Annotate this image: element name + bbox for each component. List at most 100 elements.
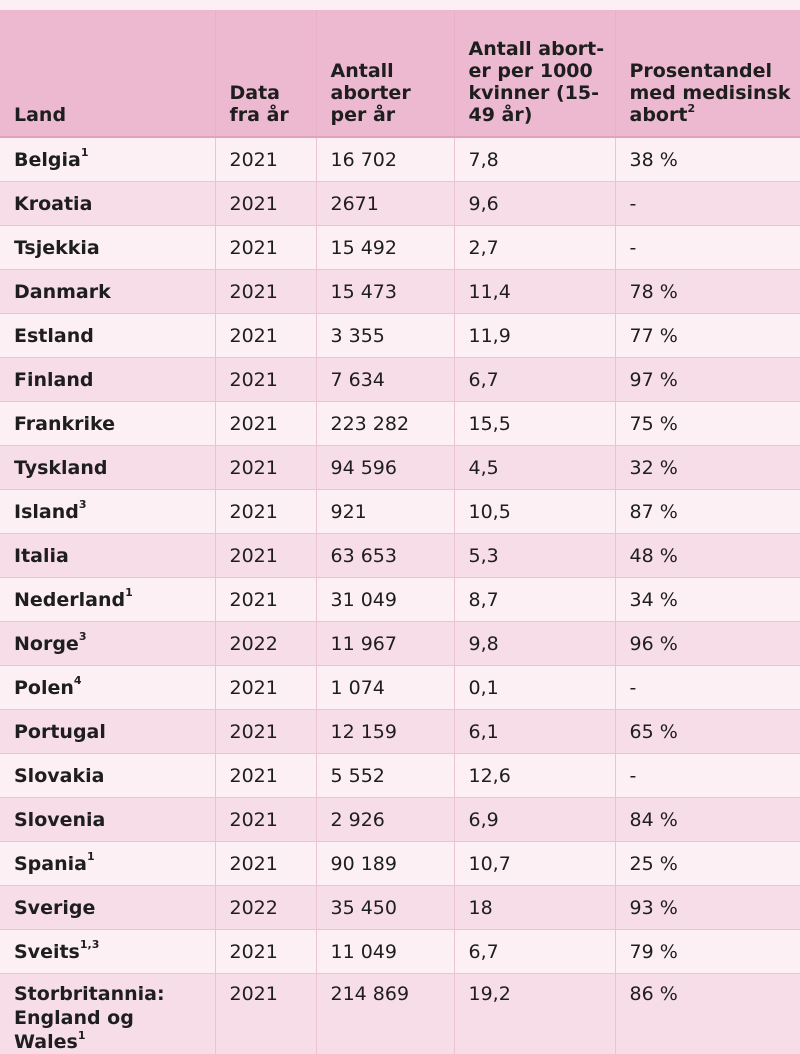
- land-name: Spania: [14, 853, 87, 875]
- cell-medical: 25 %: [615, 842, 800, 886]
- cell-rate: 10,7: [454, 842, 615, 886]
- land-footnote: 1: [125, 586, 133, 599]
- cell-count: 5 552: [316, 754, 454, 798]
- cell-year: 2021: [215, 754, 316, 798]
- cell-rate: 0,1: [454, 666, 615, 710]
- land-footnote: 4: [74, 674, 82, 687]
- abortion-stats-table: Land Data fra år Antall aborter per år A…: [0, 10, 800, 1054]
- cell-year: 2021: [215, 182, 316, 226]
- header-medical-text: Prosentandel med medisinsk abort: [630, 60, 791, 126]
- cell-medical: -: [615, 226, 800, 270]
- cell-count: 12 159: [316, 710, 454, 754]
- land-footnote: 1,3: [80, 938, 100, 951]
- land-name: Polen: [14, 677, 74, 699]
- cell-land: Storbritannia: England og Wales1: [0, 974, 215, 1054]
- land-name: Danmark: [14, 281, 111, 303]
- cell-year: 2021: [215, 270, 316, 314]
- land-name: Norge: [14, 633, 79, 655]
- cell-medical: 38 %: [615, 137, 800, 182]
- cell-medical: 79 %: [615, 930, 800, 974]
- cell-year: 2021: [215, 402, 316, 446]
- cell-rate: 12,6: [454, 754, 615, 798]
- cell-medical: -: [615, 182, 800, 226]
- cell-medical: 75 %: [615, 402, 800, 446]
- cell-year: 2022: [215, 886, 316, 930]
- cell-count: 35 450: [316, 886, 454, 930]
- cell-medical: 84 %: [615, 798, 800, 842]
- cell-count: 16 702: [316, 137, 454, 182]
- cell-rate: 8,7: [454, 578, 615, 622]
- cell-medical: 77 %: [615, 314, 800, 358]
- header-medical-footnote: 2: [687, 102, 695, 115]
- cell-rate: 10,5: [454, 490, 615, 534]
- cell-year: 2021: [215, 798, 316, 842]
- land-footnote: 3: [79, 630, 87, 643]
- cell-count: 94 596: [316, 446, 454, 490]
- cell-medical: 65 %: [615, 710, 800, 754]
- cell-year: 2021: [215, 974, 316, 1054]
- cell-medical: 97 %: [615, 358, 800, 402]
- land-name: Slovakia: [14, 765, 104, 787]
- cell-medical: -: [615, 754, 800, 798]
- cell-count: 15 492: [316, 226, 454, 270]
- cell-land: Danmark: [0, 270, 215, 314]
- cell-rate: 6,7: [454, 358, 615, 402]
- cell-rate: 11,9: [454, 314, 615, 358]
- land-name: Sveits: [14, 941, 80, 963]
- land-name: Kroatia: [14, 193, 92, 215]
- cell-medical: 32 %: [615, 446, 800, 490]
- cell-year: 2021: [215, 666, 316, 710]
- cell-medical: 78 %: [615, 270, 800, 314]
- land-name: Slovenia: [14, 809, 105, 831]
- land-footnote: 1: [81, 146, 89, 159]
- land-name: Tsjekkia: [14, 237, 100, 259]
- cell-rate: 2,7: [454, 226, 615, 270]
- cell-year: 2021: [215, 842, 316, 886]
- cell-medical: 34 %: [615, 578, 800, 622]
- cell-year: 2021: [215, 358, 316, 402]
- cell-land: Slovakia: [0, 754, 215, 798]
- land-footnote: 1: [78, 1029, 86, 1042]
- cell-rate: 9,8: [454, 622, 615, 666]
- cell-land: Sveits1,3: [0, 930, 215, 974]
- cell-count: 63 653: [316, 534, 454, 578]
- cell-land: Frankrike: [0, 402, 215, 446]
- cell-land: Nederland1: [0, 578, 215, 622]
- cell-land: Island3: [0, 490, 215, 534]
- abortion-stats-table-container: Land Data fra år Antall aborter per år A…: [0, 10, 800, 1054]
- cell-count: 3 355: [316, 314, 454, 358]
- header-row: Land Data fra år Antall aborter per år A…: [0, 10, 800, 137]
- cell-medical: -: [615, 666, 800, 710]
- header-medical: Prosentandel med medisinsk abort2: [615, 10, 800, 137]
- cell-count: 31 049: [316, 578, 454, 622]
- land-name: Finland: [14, 369, 93, 391]
- cell-rate: 4,5: [454, 446, 615, 490]
- cell-medical: 93 %: [615, 886, 800, 930]
- cell-year: 2021: [215, 226, 316, 270]
- cell-year: 2021: [215, 137, 316, 182]
- cell-rate: 15,5: [454, 402, 615, 446]
- header-land: Land: [0, 10, 215, 137]
- cell-count: 7 634: [316, 358, 454, 402]
- cell-year: 2021: [215, 534, 316, 578]
- land-name: Tyskland: [14, 457, 108, 479]
- cell-year: 2021: [215, 446, 316, 490]
- cell-year: 2021: [215, 930, 316, 974]
- land-name: Italia: [14, 545, 69, 567]
- cell-year: 2021: [215, 710, 316, 754]
- cell-land: Slovenia: [0, 798, 215, 842]
- cell-land: Portugal: [0, 710, 215, 754]
- land-name: Belgia: [14, 149, 81, 171]
- cell-count: 2671: [316, 182, 454, 226]
- land-name: Nederland: [14, 589, 125, 611]
